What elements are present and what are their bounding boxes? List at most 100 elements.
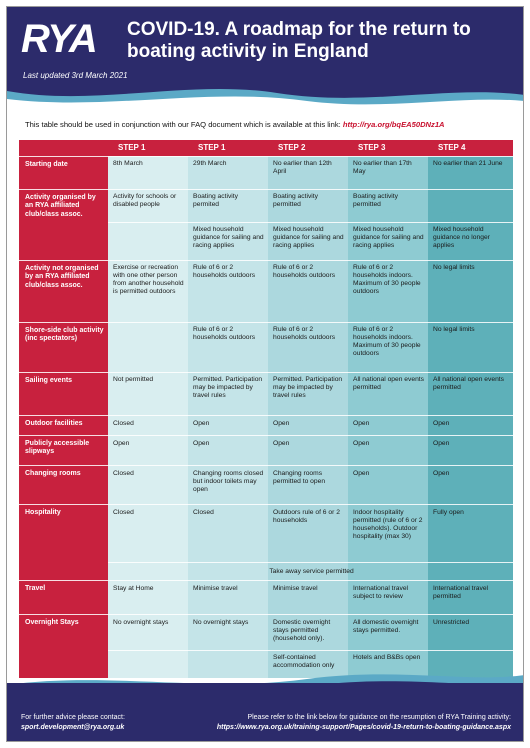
- cell-sailing-events-s5: All national open events permitted: [433, 376, 505, 391]
- header-wave: [7, 88, 523, 117]
- cell-starting-date-s1: 8th March: [113, 160, 143, 167]
- cell-changing-rooms-s2: Changing rooms closed but indoor toilets…: [193, 470, 264, 493]
- cell-outdoor-facilities-s2: Open: [193, 420, 210, 427]
- row-divider: [19, 322, 513, 323]
- cell-sailing-events-s2: Permitted. Participation may be impacted…: [193, 376, 263, 399]
- cell-starting-date-s5: No earlier than 21 June: [433, 160, 503, 167]
- cell-overnight-s5: Unrestricted: [433, 619, 470, 626]
- footer-banner: [7, 683, 523, 741]
- cell-sailing-events-s1: Not permitted: [113, 376, 154, 383]
- footer-guidance-text: Please refer to the link below for guida…: [247, 714, 511, 721]
- rya-logo: RYA: [21, 17, 98, 61]
- row-label-activity-not-affiliated: Activity not organised by an RYA affilia…: [25, 265, 99, 289]
- row-divider: [19, 435, 513, 436]
- cell-slipways-s1: Open: [113, 440, 130, 447]
- cell-sailing-events-s3: Permitted. Participation may be impacted…: [273, 376, 343, 399]
- cell-activity-not-affiliated-s4: Rule of 6 or 2 households indoors. Maxim…: [353, 264, 421, 295]
- row-divider: [19, 465, 513, 466]
- cell-sailing-events-s4: All national open events permitted: [353, 376, 425, 391]
- step-2-header: STEP 1: [198, 143, 226, 152]
- cell-slipways-s5: Open: [433, 440, 450, 447]
- cell-mixed-household-s5: Mixed household guidance no longer appli…: [433, 226, 490, 249]
- cell-outdoor-facilities-s5: Open: [433, 420, 450, 427]
- cell-travel-s1: Stay at Home: [113, 585, 154, 592]
- cell-hospitality-s5: Fully open: [433, 509, 464, 516]
- footer-guidance: Please refer to the link below for guida…: [217, 713, 511, 733]
- cell-starting-date-s4: No earlier than 17th May: [353, 160, 412, 175]
- row-divider: [19, 372, 513, 373]
- roadmap-table: STEP 1 STEP 1 STEP 2 STEP 3 STEP 4 Start…: [19, 140, 513, 678]
- cell-mixed-household-s3: Mixed household guidance for sailing and…: [273, 226, 344, 249]
- cell-slipways-s3: Open: [273, 440, 290, 447]
- cell-shoreside-s5: No legal limits: [433, 326, 475, 333]
- cell-travel-s4: International travel subject to review: [353, 585, 409, 600]
- roadmap-page: RYA COVID-19. A roadmap for the return t…: [6, 6, 524, 742]
- cell-changing-rooms-s4: Open: [353, 470, 370, 477]
- page-title: COVID-19. A roadmap for the return to bo…: [127, 19, 471, 62]
- cell-shoreside-s3: Rule of 6 or 2 households outdoors: [273, 326, 336, 341]
- cell-overnight-s4: All domestic overnight stays permitted.: [353, 619, 419, 634]
- cell-outdoor-facilities-s3: Open: [273, 420, 290, 427]
- footer-email-link[interactable]: sport.development@rya.org.uk: [21, 724, 125, 731]
- cell-activity-affiliated-s4: Boating activity permitted: [353, 193, 398, 208]
- cell-changing-rooms-s1: Closed: [113, 470, 134, 477]
- cell-takeaway-service: Take away service permitted: [269, 568, 354, 575]
- column-bg-1: [108, 140, 188, 678]
- cell-travel-s2: Minimise travel: [193, 585, 238, 592]
- cell-activity-not-affiliated-s1: Exercise or recreation with one other pe…: [113, 264, 184, 295]
- step-header-row: STEP 1 STEP 1 STEP 2 STEP 3 STEP 4: [19, 140, 513, 156]
- label-column: [19, 140, 108, 678]
- footer-contact: For further advice please contact: sport…: [21, 713, 125, 733]
- step-5-header: STEP 4: [438, 143, 466, 152]
- header-blank-cell: [19, 140, 108, 156]
- row-label-sailing-events: Sailing events: [25, 377, 73, 384]
- row-label-slipways: Publicly accessible slipways: [25, 440, 90, 456]
- step-1-header: STEP 1: [118, 143, 146, 152]
- cell-mixed-household-s2: Mixed household guidance for sailing and…: [193, 226, 264, 249]
- cell-travel-s5: International travel permitted: [433, 585, 489, 600]
- row-divider: [19, 415, 513, 416]
- cell-activity-not-affiliated-s2: Rule of 6 or 2 households outdoors: [193, 264, 256, 279]
- cell-hospitality-s3: Outdoors rule of 6 or 2 households: [273, 509, 340, 524]
- row-divider: [19, 189, 513, 190]
- cell-hospitality-s2: Closed: [193, 509, 214, 516]
- cell-slipways-s2: Open: [193, 440, 210, 447]
- column-bg-2: [188, 140, 268, 678]
- footer-guidance-link[interactable]: https://www.rya.org.uk/training-support/…: [216, 724, 511, 731]
- intro-sentence: This table should be used in conjunction…: [25, 120, 341, 129]
- row-divider: [19, 156, 513, 157]
- row-divider: [19, 260, 513, 261]
- cell-overnight-s3: Domestic overnight stays permitted (hous…: [273, 619, 331, 642]
- column-bg-3: [268, 140, 348, 678]
- step-3-header: STEP 2: [278, 143, 306, 152]
- intro-text: This table should be used in conjunction…: [25, 120, 515, 129]
- faq-link[interactable]: http://rya.org/bqEA50DNz1A: [342, 120, 445, 129]
- cell-hospitality-s4: Indoor hospitality permitted (rule of 6 …: [353, 509, 423, 540]
- last-updated: Last updated 3rd March 2021: [23, 71, 128, 80]
- cell-activity-not-affiliated-s3: Rule of 6 or 2 households outdoors: [273, 264, 336, 279]
- cell-changing-rooms-s3: Changing rooms permitted to open: [273, 470, 326, 485]
- cell-travel-s3: Minimise travel: [273, 585, 318, 592]
- row-label-outdoor-facilities: Outdoor facilities: [25, 420, 83, 427]
- row-divider: [19, 614, 513, 615]
- cell-mixed-household-s4: Mixed household guidance for sailing and…: [353, 226, 424, 249]
- cell-hotels-s4: Hotels and B&Bs open: [353, 654, 421, 661]
- row-label-overnight: Overnight Stays: [25, 619, 79, 626]
- cell-starting-date-s2: 29th March: [193, 160, 227, 167]
- row-divider: [108, 562, 513, 563]
- row-label-hospitality: Hospitality: [25, 509, 61, 516]
- cell-activity-not-affiliated-s5: No legal limits: [433, 264, 475, 271]
- cell-activity-affiliated-s3: Boating activity permitted: [273, 193, 318, 208]
- row-label-starting-date: Starting date: [25, 161, 68, 168]
- row-label-travel: Travel: [25, 585, 46, 592]
- row-label-shoreside: Shore-side club activity (inc spectators…: [25, 327, 104, 343]
- row-divider: [19, 580, 513, 581]
- row-divider: [19, 504, 513, 505]
- step-4-header: STEP 3: [358, 143, 386, 152]
- cell-activity-affiliated-s1: Activity for schools or disabled people: [113, 193, 177, 208]
- cell-slipways-s4: Open: [353, 440, 370, 447]
- column-bg-5: [428, 140, 513, 678]
- cell-hospitality-s1: Closed: [113, 509, 134, 516]
- cell-starting-date-s3: No earlier than 12th April: [273, 160, 332, 175]
- cell-outdoor-facilities-s1: Closed: [113, 420, 134, 427]
